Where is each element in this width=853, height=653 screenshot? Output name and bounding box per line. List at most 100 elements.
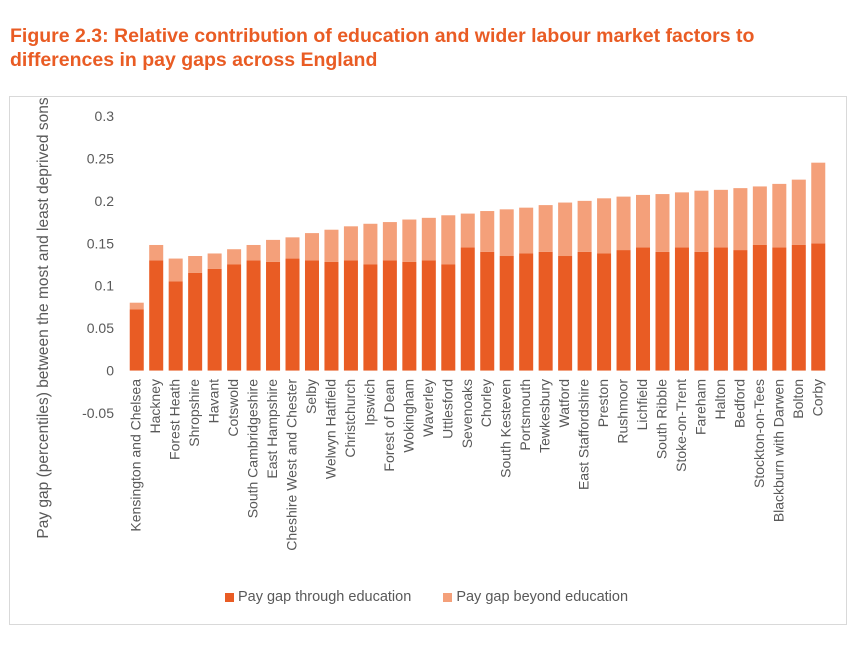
bar-beyond-education (324, 229, 339, 262)
x-tick-label: Welwyn Hatfield (323, 379, 339, 479)
legend: Pay gap through education Pay gap beyond… (0, 589, 853, 606)
bar-beyond-education (480, 211, 495, 252)
x-tick-label: Fareham (692, 379, 708, 435)
bar-education (285, 258, 300, 371)
bar-education (304, 260, 319, 371)
legend-label-education: Pay gap through education (237, 589, 412, 605)
x-tick-label: Portsmouth (517, 379, 533, 451)
y-tick-label: 0 (106, 363, 114, 379)
bar-education (713, 247, 728, 371)
bar-education (363, 264, 378, 371)
bar-beyond-education (207, 253, 222, 269)
bars-group (129, 162, 826, 371)
x-axis-labels: Kensington and Chelsea Hackney Forest Heat… (128, 379, 826, 551)
y-axis-ticks: -0.05 0 0.05 0.1 0.15 0.2 0.25 0.3 (82, 108, 114, 421)
bar-beyond-education (538, 205, 553, 252)
y-tick-label: 0.2 (95, 193, 115, 209)
bar-education (168, 281, 183, 371)
bar-education (382, 260, 397, 371)
x-tick-label: South Kesteven (498, 379, 514, 478)
x-tick-label: Tewkesbury (537, 379, 553, 453)
x-tick-label: Cotswold (225, 379, 241, 437)
bar-beyond-education (519, 207, 534, 254)
bar-education (733, 250, 748, 371)
bar-education (636, 247, 651, 371)
bar-beyond-education (577, 200, 592, 252)
bar-education (519, 253, 534, 371)
x-tick-label: Rushmoor (615, 379, 631, 444)
legend-item-education: Pay gap through education (224, 589, 412, 605)
bar-education (227, 264, 242, 371)
bar-education (246, 260, 261, 371)
x-tick-label: East Hampshire (264, 379, 280, 479)
x-tick-label: East Staffordshire (576, 379, 592, 490)
bar-beyond-education (149, 244, 164, 261)
x-tick-label: Watford (556, 379, 572, 428)
x-tick-label: Kensington and Chelsea (128, 379, 144, 532)
x-tick-label: Forest of Dean (381, 379, 397, 472)
bar-beyond-education (752, 186, 767, 245)
bar-beyond-education (246, 244, 261, 261)
bar-beyond-education (402, 219, 417, 262)
x-tick-label: South Ribble (654, 379, 670, 459)
bar-education (266, 261, 281, 371)
bar-education (791, 244, 806, 371)
bar-beyond-education (772, 183, 787, 248)
bar-education (402, 261, 417, 371)
x-tick-label: Hackney (147, 379, 163, 433)
bar-beyond-education (811, 162, 826, 244)
bar-beyond-education (499, 209, 514, 257)
bar-beyond-education (694, 190, 709, 252)
legend-swatch-education (224, 592, 234, 602)
bar-education (188, 272, 203, 371)
x-tick-label: Cheshire West and Chester (284, 379, 300, 551)
x-tick-label: South Cambridgeshire (245, 379, 261, 519)
bar-beyond-education (597, 198, 612, 254)
bar-beyond-education (636, 194, 651, 248)
x-tick-label: Christchurch (342, 379, 358, 458)
bar-beyond-education (674, 192, 689, 248)
bar-beyond-education (713, 189, 728, 248)
bar-beyond-education (285, 237, 300, 259)
bar-beyond-education (616, 196, 631, 251)
y-tick-label: 0.25 (87, 150, 114, 166)
y-tick-label: 0.05 (87, 320, 114, 336)
bar-beyond-education (188, 256, 203, 273)
bar-education (538, 251, 553, 371)
bar-beyond-education (266, 239, 281, 262)
x-tick-label: Bolton (790, 379, 806, 419)
bar-beyond-education (460, 213, 475, 248)
bar-beyond-education (733, 188, 748, 251)
legend-item-beyond: Pay gap beyond education (443, 589, 628, 605)
bar-education (674, 247, 689, 371)
x-tick-label: Preston (595, 379, 611, 427)
x-tick-label: Chorley (478, 379, 494, 427)
bar-education (499, 256, 514, 371)
bar-education (616, 250, 631, 371)
bar-education (129, 309, 144, 371)
y-tick-label: 0.3 (95, 108, 115, 124)
x-tick-label: Uttlesford (439, 379, 455, 439)
bar-beyond-education (129, 302, 144, 310)
legend-label-beyond: Pay gap beyond education (456, 589, 629, 605)
x-tick-label: Selby (303, 379, 319, 414)
x-tick-label: Bedford (731, 379, 747, 428)
bar-beyond-education (363, 223, 378, 265)
bar-education (343, 260, 358, 371)
bar-education (752, 244, 767, 371)
bar-beyond-education (304, 233, 319, 261)
bar-education (441, 264, 456, 371)
x-tick-label: Waverley (420, 379, 436, 437)
x-tick-label: Havant (206, 379, 222, 423)
bar-education (421, 260, 436, 371)
figure-title: Figure 2.3: Relative contribution of edu… (10, 25, 755, 71)
legend-swatch-beyond (443, 592, 453, 602)
bar-beyond-education (227, 249, 242, 265)
x-tick-label: Ipswich (361, 379, 377, 426)
bar-education (655, 251, 670, 371)
x-tick-label: Stockton-on-Tees (751, 379, 767, 488)
chart-frame (9, 96, 847, 625)
bar-education (577, 251, 592, 371)
bar-beyond-education (558, 202, 573, 257)
